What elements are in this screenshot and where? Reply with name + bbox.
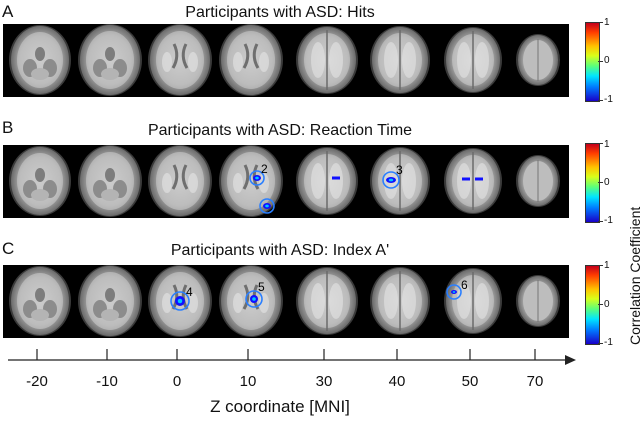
colorbar-b-tick-2 [598,182,603,183]
colorbar-b-min-label: -1 [604,215,613,226]
panel-c-colorbar [585,265,600,345]
x-axis-tick-marks [36,349,536,360]
brain-slice-3 [148,145,212,217]
colorbar-b-mid-label: 0 [604,177,610,188]
x-axis-tick-label: 70 [526,373,544,390]
brain-slice-7 [444,268,502,334]
brain-slice-6 [370,267,430,335]
roi-c-5-label: 5 [258,280,265,294]
brain-slice-2 [78,145,142,217]
panel-b-colorbar [585,143,600,223]
colorbar-b-tick-3 [598,221,603,222]
panel-a-title: Participants with ASD: Hits [185,4,375,21]
roi-b-1: 1 [259,198,288,218]
x-axis-tick-label: -10 [96,373,118,390]
colorbar-c-tick-3 [598,343,603,344]
brain-slice-5 [296,147,358,215]
panel-a-colorbar [585,22,600,102]
brain-slice-1 [9,266,71,336]
colorbar-a-mid-label: 0 [604,55,610,66]
brain-slice-8 [516,155,560,207]
colorbar-c-min-label: -1 [604,337,613,348]
colorbar-c-tick-2 [598,304,603,305]
brain-slice-8 [516,275,560,327]
panel-b-title: Participants with ASD: Reaction Time [147,122,413,139]
colorbar-a-tick-2 [598,61,603,62]
panel-a-letter: A [2,2,14,21]
brain-slice-8 [516,34,560,86]
panel-b-letter: B [2,118,14,137]
panel-c-letter: C [2,239,15,258]
panel-c-brain-strip: 4 5 6 [3,265,569,338]
roi-b-cluster-slice7-right [475,177,483,181]
brain-slice-2 [78,24,142,96]
x-axis [8,349,576,365]
colorbar-c-mid-label: 0 [604,299,610,310]
colorbar-b-tick-1 [598,143,603,144]
brain-slice-7 [444,27,502,93]
brain-slice-7 [444,148,502,214]
x-axis-title: Z coordinate [MNI] [210,397,350,416]
brain-slice-6 [370,147,430,215]
panel-c-title: Participants with ASD: Index A' [170,242,390,259]
x-axis-tick-label: 10 [239,373,257,390]
roi-b-cluster-slice5 [332,176,340,180]
panel-a-brain-strip [3,24,569,97]
x-axis-tick-label: 0 [172,373,182,390]
roi-b-3-label: 3 [396,163,403,177]
roi-c-6-label: 6 [461,278,468,292]
brain-slice-1 [9,25,71,95]
colorbar-b-max-label: 1 [604,139,610,150]
roi-b-2: 2 [249,162,268,186]
brain-slice-6 [370,26,430,94]
colorbar-a-max-label: 1 [604,17,610,28]
brain-slice-5 [296,267,358,335]
roi-b-2-label: 2 [261,162,268,176]
x-axis-tick-label: -20 [26,373,48,390]
colorbar-c-tick-1 [598,265,603,266]
roi-b-3: 3 [382,163,403,189]
x-axis-tick-label: 40 [388,373,406,390]
panel-b-brain-strip: 2 1 3 [3,145,569,218]
roi-c-4-label: 4 [186,285,193,299]
roi-c-5: 5 [245,280,265,308]
colorbar-a-min-label: -1 [604,94,613,105]
brain-slice-2 [78,265,142,337]
roi-b-cluster-slice7-left [462,177,470,181]
x-axis-tick-label: 50 [461,373,479,390]
colorbar-c-max-label: 1 [604,260,610,271]
roi-c-6: 6 [446,278,468,300]
x-axis-tick-label: 30 [315,373,333,390]
roi-c-4: 4 [170,285,193,311]
colorbar-a-tick-3 [598,100,603,101]
brain-slice-3 [148,24,212,96]
brain-slice-5 [296,26,358,94]
x-axis-arrow-icon [565,355,576,365]
colorbar-title: Correlation Coefficient [627,206,640,345]
roi-b-1-label: 1 [281,206,288,218]
brain-slice-1 [9,146,71,216]
brain-slice-4 [219,24,283,96]
colorbar-a-tick-1 [598,22,603,23]
